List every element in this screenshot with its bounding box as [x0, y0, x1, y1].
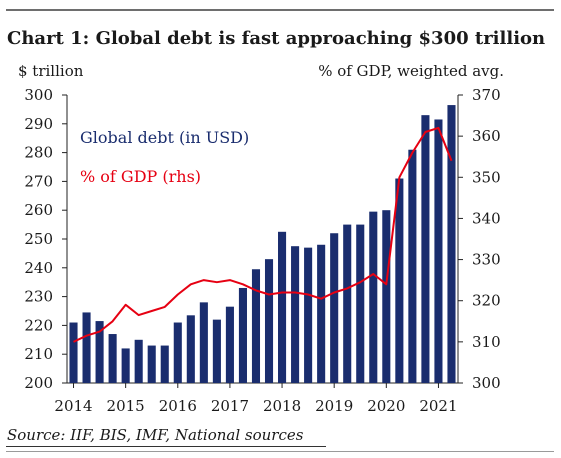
debt-bar [186, 315, 195, 383]
debt-bar [108, 334, 117, 383]
x-tick-label: 2019 [315, 397, 353, 415]
debt-bar [395, 178, 404, 383]
x-tick-label: 2017 [211, 397, 249, 415]
x-tick-label: 2021 [419, 397, 457, 415]
right-tick-label: 300 [472, 374, 501, 392]
debt-bar [251, 269, 261, 383]
debt-bar [356, 224, 365, 383]
debt-bar [278, 231, 287, 383]
left-tick-label: 200 [24, 374, 53, 392]
right-axis-label: % of GDP, weighted avg. [318, 62, 504, 80]
debt-bar [264, 259, 274, 383]
debt-bar [382, 210, 391, 383]
x-tick-label: 2015 [107, 397, 145, 415]
debt-bar [291, 246, 300, 383]
left-tick-label: 250 [24, 230, 53, 248]
right-tick-label: 340 [472, 209, 501, 227]
x-tick-label: 2014 [54, 397, 92, 415]
debt-bar [304, 247, 313, 383]
left-tick-label: 260 [24, 201, 53, 219]
debt-bar [134, 339, 143, 383]
left-tick-label: 270 [24, 172, 53, 190]
left-tick-label: 280 [24, 144, 53, 162]
source-note: Source: IIF, BIS, IMF, National sources [7, 426, 304, 444]
debt-bar [69, 322, 78, 383]
debt-bar [199, 302, 208, 383]
debt-bar [317, 244, 326, 383]
x-tick-label: 2018 [263, 397, 301, 415]
debt-bar [369, 211, 378, 383]
debt-bar [225, 306, 234, 383]
debt-bar [238, 287, 247, 383]
right-tick-label: 320 [472, 292, 501, 310]
debt-bar [173, 322, 182, 383]
debt-bar [160, 345, 169, 383]
debt-bar [447, 105, 456, 383]
debt-bar [82, 312, 91, 383]
x-tick-label: 2016 [159, 397, 197, 415]
left-tick-label: 220 [24, 316, 53, 334]
debt-bar [408, 149, 417, 383]
right-tick-label: 370 [472, 86, 501, 104]
gdp-percent-line [73, 126, 453, 343]
debt-bar [95, 321, 104, 383]
debt-bar [434, 119, 443, 383]
source-underline [6, 446, 326, 447]
right-tick-label: 350 [472, 168, 501, 186]
left-tick-label: 240 [24, 259, 53, 277]
right-tick-label: 330 [472, 251, 501, 269]
debt-bar [147, 345, 156, 383]
left-tick-label: 210 [24, 345, 53, 363]
chart-title: Chart 1: Global debt is fast approaching… [7, 28, 546, 49]
legend-debt: Global debt (in USD) [80, 128, 249, 147]
x-tick-label: 2020 [367, 397, 405, 415]
legend-gdp: % of GDP (rhs) [80, 167, 201, 186]
right-tick-label: 360 [472, 127, 501, 145]
left-tick-label: 300 [24, 86, 53, 104]
left-axis-label: $ trillion [18, 62, 84, 80]
debt-bar [330, 233, 339, 383]
right-tick-label: 310 [472, 333, 501, 351]
debt-bar [343, 224, 352, 383]
left-tick-label: 290 [24, 115, 53, 133]
left-tick-label: 230 [24, 288, 53, 306]
debt-bar [212, 319, 221, 383]
top-rule [6, 9, 554, 11]
debt-bar [121, 348, 130, 383]
bottom-rule [6, 451, 554, 452]
debt-bar [421, 115, 430, 383]
